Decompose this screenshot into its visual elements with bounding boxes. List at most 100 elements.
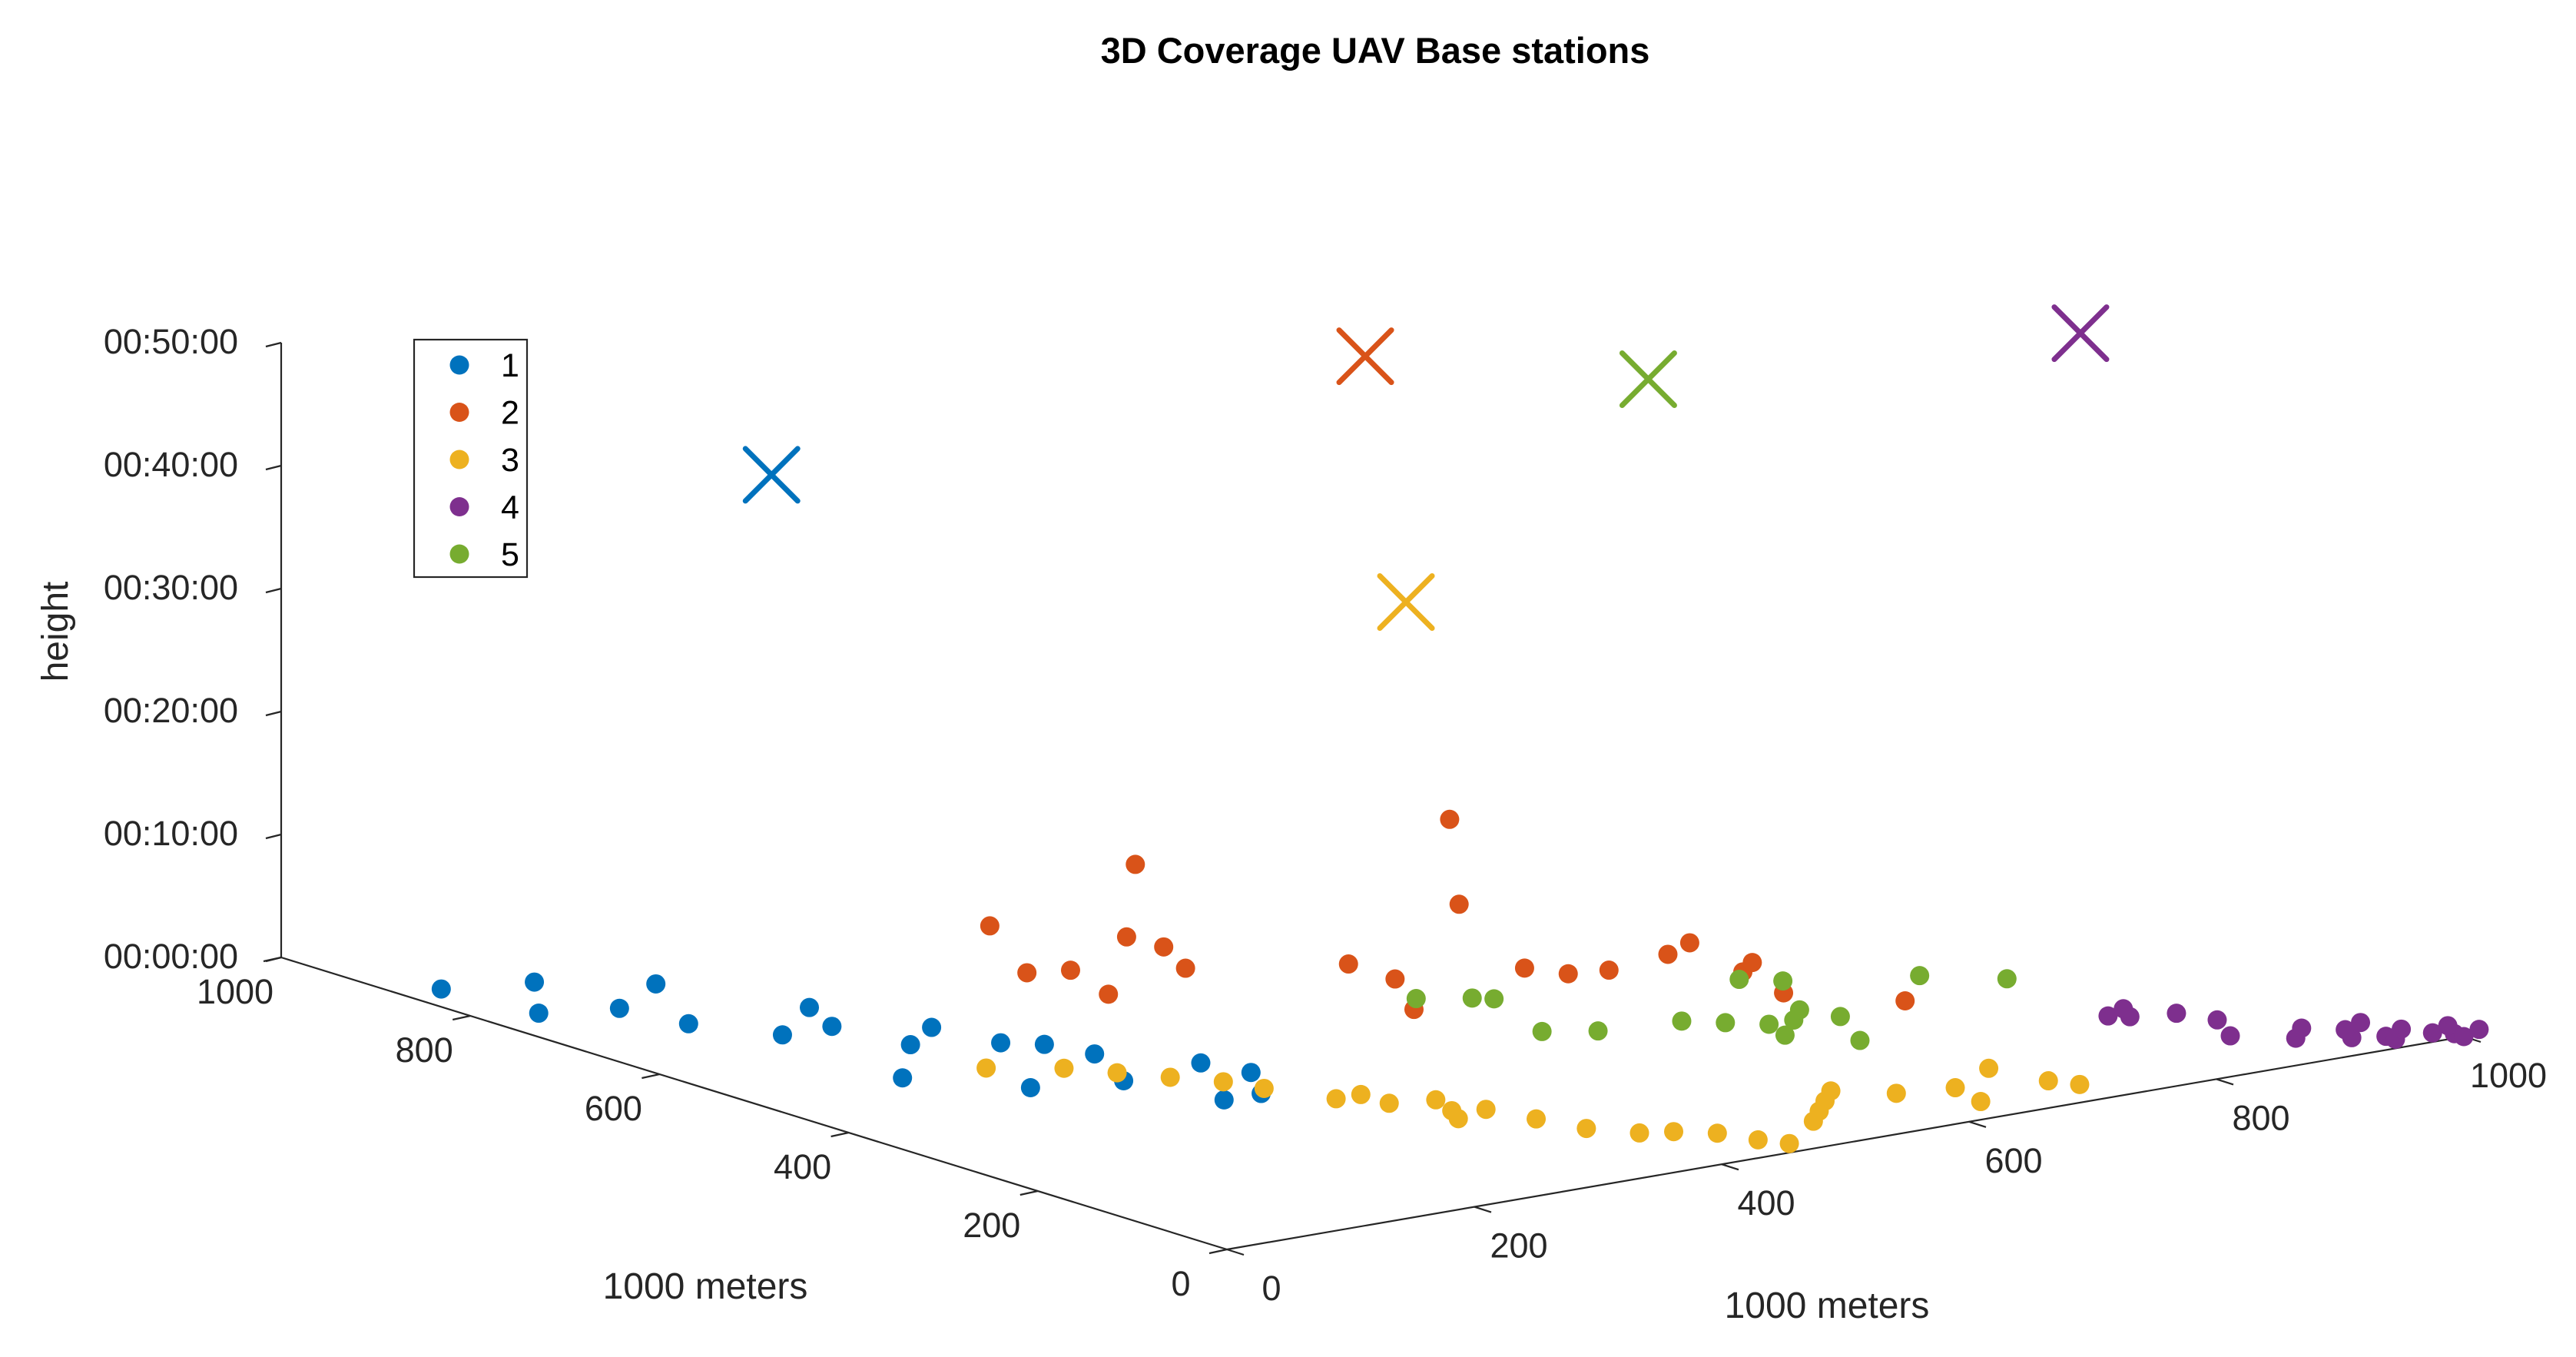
z-tick-label: 00:20:00 (104, 691, 238, 730)
series-4 (2098, 999, 2489, 1049)
base-station-3 (1377, 573, 1435, 632)
y-tick-label: 200 (963, 1206, 1020, 1245)
base-station-4 (2051, 304, 2110, 363)
data-point (1484, 989, 1504, 1009)
data-point (525, 972, 545, 992)
x-tick-mark (1721, 1163, 1739, 1171)
y-axis-line (280, 956, 1228, 1251)
data-point (1971, 1092, 1991, 1112)
station-marker-stroke (1377, 573, 1435, 632)
data-point (1773, 971, 1793, 991)
data-point (1060, 961, 1080, 980)
data-point (1379, 1093, 1399, 1113)
x-axis-label: 1000 meters (1725, 1286, 1930, 1326)
legend: 1 2 3 4 5 (413, 338, 529, 579)
data-point (1426, 1090, 1446, 1110)
legend-marker (449, 544, 469, 564)
data-point (1440, 809, 1460, 829)
data-point (1779, 1133, 1799, 1153)
z-tick-mark (265, 587, 282, 594)
data-point (2114, 999, 2133, 1019)
data-point (1160, 1067, 1180, 1087)
data-point (1099, 984, 1119, 1004)
x-tick-label: 400 (1737, 1183, 1795, 1223)
station-marker-stroke (2051, 304, 2110, 363)
data-point (1532, 1021, 1552, 1041)
y-tick-label: 800 (396, 1030, 453, 1070)
legend-marker (449, 497, 469, 516)
z-tick-label: 00:10:00 (104, 814, 238, 853)
data-point (2392, 1019, 2412, 1039)
data-point (1658, 944, 1678, 964)
data-point (1979, 1058, 1999, 1078)
data-point (1742, 953, 1762, 973)
data-point (976, 1058, 996, 1078)
base-station-markers (742, 304, 2110, 632)
z-tick-label: 00:40:00 (104, 445, 238, 484)
data-point (2167, 1004, 2186, 1024)
axes (280, 343, 2465, 1251)
z-tick-mark (265, 956, 282, 963)
legend-marker (449, 450, 469, 469)
z-tick-label: 00:50:00 (104, 322, 238, 361)
legend-label: 1 (501, 347, 519, 384)
x-tick-label: 0 (1261, 1269, 1281, 1308)
legend-item-1: 1 (449, 347, 519, 384)
y-tick-label: 400 (774, 1147, 831, 1186)
data-point (1748, 1130, 1768, 1150)
data-point (2070, 1074, 2090, 1094)
data-point (2220, 1026, 2240, 1046)
base-station-5 (1619, 350, 1677, 408)
legend-entries: 1 2 3 4 5 (449, 347, 519, 573)
z-axis-label: height (35, 582, 76, 682)
base-station-1 (742, 446, 801, 504)
y-tick-label: 1000 (197, 972, 274, 1011)
data-point (1910, 966, 1930, 986)
y-tick-mark (1208, 1248, 1228, 1255)
legend-item-4: 4 (449, 489, 519, 526)
data-points (431, 809, 2489, 1153)
data-point (1385, 969, 1405, 989)
data-point (1154, 937, 1174, 957)
data-point (1576, 1119, 1596, 1139)
data-point (1449, 894, 1469, 914)
data-point (1213, 1072, 1233, 1092)
legend-box (413, 338, 529, 579)
legend-item-5: 5 (449, 536, 519, 573)
z-tick-mark (265, 710, 282, 717)
legend-marker (449, 355, 469, 375)
chart-title: 3D Coverage UAV Base stations (1101, 30, 1650, 71)
data-point (1716, 1013, 1736, 1033)
station-marker-stroke (1336, 327, 1394, 386)
data-point (1599, 961, 1619, 980)
data-point (772, 1025, 792, 1045)
data-point (2207, 1010, 2227, 1030)
data-point (893, 1068, 913, 1088)
data-point (1175, 958, 1195, 978)
data-point (1034, 1034, 1054, 1054)
data-point (1945, 1078, 1965, 1098)
data-point (1054, 1058, 1074, 1078)
data-point (1254, 1078, 1274, 1098)
legend-item-2: 2 (449, 395, 519, 432)
y-axis-label: 1000 meters (603, 1266, 808, 1307)
z-tick-mark (265, 341, 282, 348)
z-tick-mark (265, 464, 282, 471)
data-point (1664, 1122, 1684, 1142)
data-point (2422, 1023, 2442, 1043)
data-point (2454, 1027, 2474, 1047)
data-point (1191, 1053, 1211, 1073)
data-point (1850, 1030, 1870, 1050)
x-tick-label: 200 (1490, 1226, 1547, 1266)
data-point (1351, 1084, 1371, 1104)
z-tick-mark (265, 833, 282, 840)
x-tick-mark (2216, 1078, 2234, 1086)
data-point (1085, 1044, 1105, 1064)
y-tick-mark (830, 1131, 849, 1138)
ticks: 020040060080010000200400600800100000:00:… (104, 322, 2547, 1308)
data-point (1214, 1090, 1234, 1110)
data-point (1527, 1109, 1547, 1129)
legend-item-3: 3 (449, 442, 519, 479)
legend-label: 5 (501, 536, 519, 573)
legend-marker (449, 403, 469, 422)
